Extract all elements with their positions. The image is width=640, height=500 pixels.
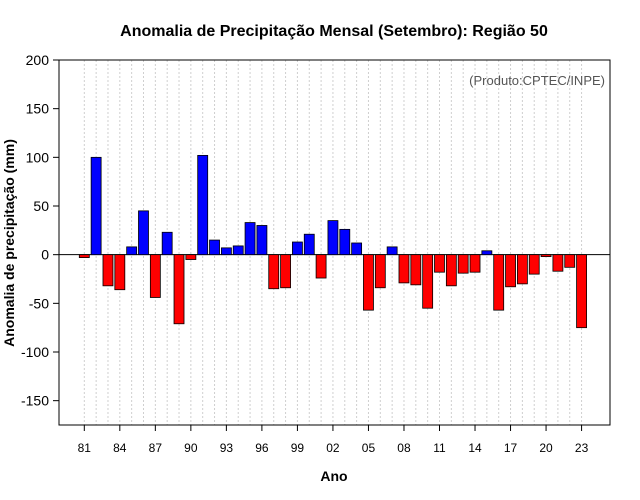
y-tick-label: -50 (29, 295, 49, 311)
bar-1989 (173, 254, 185, 325)
y-tick-label: 150 (26, 101, 50, 117)
bar-1983 (102, 254, 114, 287)
y-tick-label: 0 (41, 247, 49, 263)
bar-1985 (126, 246, 138, 256)
x-tick-label: 11 (433, 441, 446, 455)
bars (78, 154, 587, 329)
bar-2004 (351, 242, 363, 256)
x-tick-label: 90 (184, 441, 198, 455)
grid (83, 60, 583, 425)
y-tick-label: 50 (33, 198, 49, 214)
x-tick-label: 20 (539, 441, 553, 455)
x-axis: 81 84 87 90 93 96 99 02 05 08 11 14 17 20 23 (78, 425, 589, 455)
y-tick-label: 200 (26, 52, 50, 68)
bar-2019 (528, 254, 540, 275)
bar-1990 (185, 254, 197, 260)
bar-1981 (78, 254, 90, 258)
bar-2008 (398, 254, 410, 284)
bar-1986 (138, 210, 149, 256)
bar-1996 (256, 225, 268, 256)
bar-2017 (505, 254, 516, 288)
bar-2014 (469, 254, 481, 273)
bar-2013 (457, 254, 469, 274)
bar-2022 (564, 254, 576, 268)
bar-1992 (209, 239, 220, 256)
chart-title: Anomalia de Precipitação Mensal (Setembr… (120, 23, 548, 40)
source-note: (Produto:CPTEC/INPE) (469, 73, 605, 88)
x-tick-label: 05 (362, 441, 376, 455)
bar-1995 (244, 222, 256, 256)
bar-2001 (315, 254, 327, 279)
y-tick-label: 100 (26, 149, 50, 165)
bar-2003 (339, 228, 351, 256)
bar-1984 (114, 254, 126, 291)
x-tick-label: 81 (78, 441, 92, 455)
bar-1999 (292, 241, 303, 256)
bar-2009 (410, 254, 422, 286)
bar-1998 (280, 254, 291, 289)
bar-2011 (434, 254, 445, 273)
bar-2000 (303, 233, 315, 256)
y-tick-label: -100 (21, 344, 49, 360)
bar-2016 (493, 254, 505, 311)
bar-2015 (481, 250, 493, 256)
x-tick-label: 17 (504, 441, 518, 455)
x-tick-label: 87 (149, 441, 163, 455)
bar-2002 (327, 220, 339, 256)
bar-1988 (161, 231, 173, 256)
y-axis: -150 -100 -50 0 50 100 150 200 (21, 52, 59, 409)
bar-1993 (220, 247, 232, 256)
bar-2007 (386, 246, 398, 256)
bar-1982 (90, 156, 102, 256)
bar-2012 (445, 254, 457, 287)
bar-2021 (552, 254, 564, 272)
x-tick-label: 84 (113, 441, 127, 455)
bar-2020 (540, 254, 552, 258)
x-tick-label: 99 (291, 441, 305, 455)
bar-1997 (268, 254, 280, 290)
bar-2006 (374, 254, 386, 289)
x-tick-label: 14 (468, 441, 482, 455)
bar-2010 (422, 254, 434, 309)
bar-1994 (232, 245, 244, 256)
bar-2018 (516, 254, 528, 285)
bar-2023 (576, 254, 587, 329)
bar-1991 (197, 154, 209, 256)
y-tick-label: -150 (21, 393, 49, 409)
x-tick-label: 02 (326, 441, 340, 455)
plot-frame (58, 59, 611, 426)
bar-1987 (149, 254, 161, 298)
x-tick-label: 96 (255, 441, 269, 455)
x-tick-label: 08 (397, 441, 411, 455)
x-axis-title: Ano (320, 468, 347, 484)
bar-2005 (363, 254, 374, 311)
x-tick-label: 93 (220, 441, 234, 455)
x-tick-label: 23 (575, 441, 589, 455)
y-axis-title: Anomalia de precipitação (mm) (1, 139, 17, 347)
